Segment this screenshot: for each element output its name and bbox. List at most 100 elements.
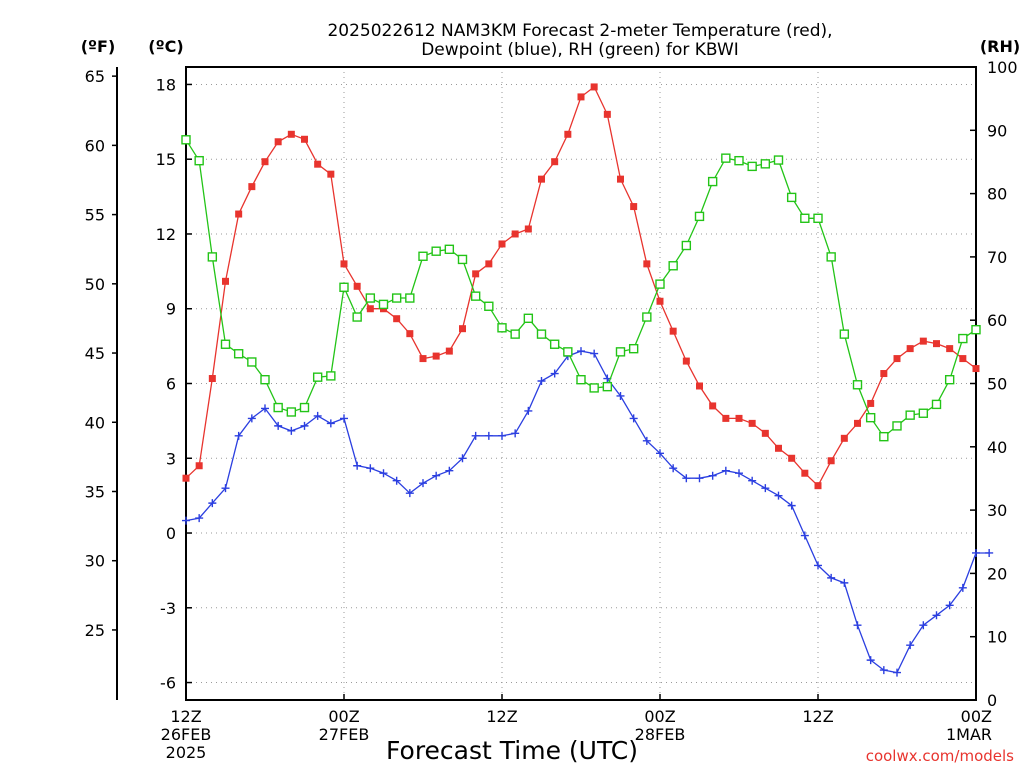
data-point — [340, 260, 348, 268]
rh-ticks: 0 10 20 30 40 50 60 70 80 90 100 — [970, 58, 1018, 710]
data-point — [497, 323, 507, 333]
data-point — [747, 161, 757, 172]
data-point — [301, 135, 308, 143]
data-point — [931, 399, 942, 410]
data-point — [959, 355, 967, 363]
data-point — [208, 499, 217, 508]
celsius-tick-label: 9 — [166, 300, 176, 319]
data-point — [233, 349, 244, 359]
data-point — [709, 402, 717, 410]
rh-tick-label: 60 — [987, 311, 1007, 330]
data-point — [366, 464, 375, 473]
data-point — [748, 476, 757, 485]
data-point — [274, 421, 283, 430]
data-point — [919, 621, 928, 630]
data-point — [892, 421, 902, 431]
data-point — [312, 372, 323, 382]
data-point — [445, 466, 454, 475]
data-point — [814, 561, 822, 570]
data-point — [207, 252, 218, 262]
data-point — [696, 382, 703, 390]
data-point — [366, 305, 374, 313]
data-point — [432, 471, 441, 480]
data-point — [616, 391, 625, 400]
data-point — [602, 381, 613, 392]
data-point — [854, 419, 861, 427]
chart-title-line-2: Dewpoint (blue), RH (green) for KBWI — [421, 40, 739, 60]
data-point — [182, 516, 190, 525]
series-2-meter-temperature — [182, 83, 980, 490]
data-point — [536, 329, 547, 339]
data-point — [313, 411, 322, 420]
data-point — [958, 333, 968, 344]
fahrenheit-tick-label: 30 — [85, 552, 105, 571]
rh-tick-label: 10 — [987, 628, 1007, 647]
rh-tick-label: 30 — [987, 501, 1007, 520]
data-point — [721, 466, 730, 475]
data-point — [484, 301, 494, 311]
data-point — [919, 337, 927, 345]
data-point — [274, 138, 282, 146]
data-point — [735, 414, 743, 422]
data-point — [524, 406, 533, 415]
rh-tick-label: 90 — [987, 121, 1007, 140]
data-point — [707, 176, 718, 187]
data-point — [801, 469, 809, 477]
data-point — [918, 408, 929, 418]
data-point — [564, 130, 572, 138]
data-point — [247, 414, 256, 423]
x-tick-label: 2025 — [166, 743, 207, 762]
data-point — [511, 429, 520, 438]
data-point — [195, 462, 203, 470]
celsius-tick-label: 12 — [156, 225, 176, 244]
data-point — [563, 347, 573, 357]
data-point — [470, 291, 481, 301]
data-point — [326, 371, 336, 381]
x-tick-label: 00Z — [328, 707, 359, 726]
data-point — [971, 324, 981, 335]
data-point — [392, 476, 401, 485]
rh-tick-label: 40 — [987, 438, 1007, 457]
data-point — [905, 410, 915, 420]
data-point — [668, 261, 678, 271]
data-point — [299, 402, 310, 413]
data-point — [721, 153, 731, 163]
celsius-tick-label: 3 — [166, 449, 176, 468]
data-point — [484, 431, 493, 440]
data-point — [405, 293, 415, 303]
series-line — [185, 350, 990, 674]
data-point — [510, 329, 520, 339]
data-point — [642, 312, 652, 322]
data-point — [628, 343, 639, 354]
chart-title: 2025022612 NAM3KM Forecast 2-meter Tempe… — [327, 21, 832, 60]
data-point — [551, 158, 559, 166]
data-point — [300, 421, 309, 430]
data-point — [879, 431, 889, 442]
credit-label: coolwx.com/models — [866, 747, 1014, 765]
data-point — [444, 244, 455, 255]
data-point — [840, 578, 849, 587]
data-point — [353, 461, 362, 470]
data-point — [339, 282, 349, 292]
data-point — [775, 444, 782, 452]
data-point — [629, 414, 638, 423]
x-tick-label: 00Z — [961, 707, 992, 726]
data-point — [681, 240, 692, 251]
data-point — [669, 464, 678, 473]
data-point — [682, 474, 691, 483]
celsius-tick-label: -3 — [160, 599, 176, 618]
data-point — [406, 330, 414, 338]
data-point — [378, 299, 389, 310]
data-point — [893, 355, 901, 363]
data-point — [260, 375, 270, 385]
data-point — [814, 482, 822, 490]
data-point — [866, 656, 875, 665]
data-point — [682, 357, 690, 365]
data-point — [286, 407, 297, 417]
data-point — [524, 225, 532, 233]
data-point — [327, 170, 335, 178]
data-point — [498, 240, 506, 248]
data-point — [445, 347, 453, 355]
data-point — [431, 246, 441, 256]
rh-unit-label: (RH) — [980, 37, 1020, 56]
